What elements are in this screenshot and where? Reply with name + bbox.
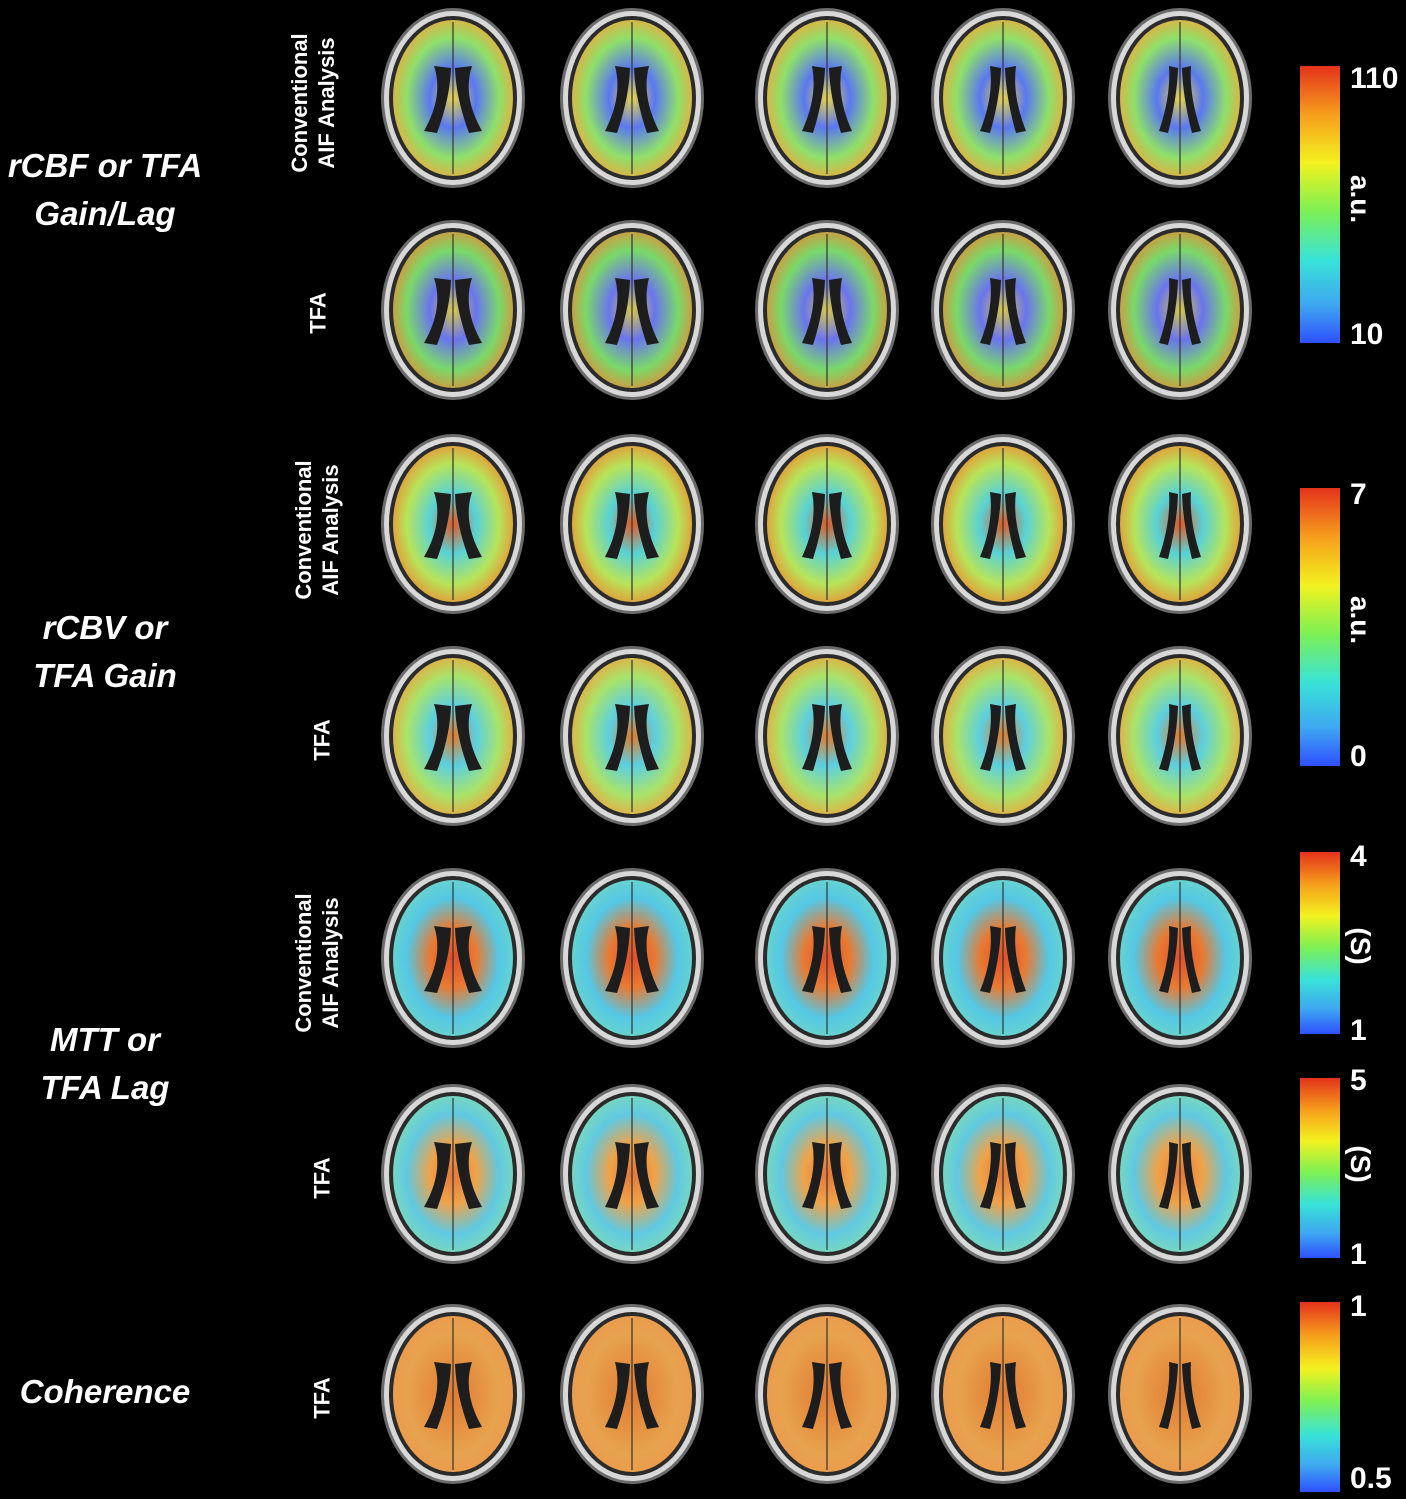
brain-scan-image — [1105, 432, 1255, 617]
brain-scan-image — [1105, 866, 1255, 1051]
brain-scan-image — [557, 1082, 707, 1267]
brain-scan-image — [928, 218, 1078, 403]
brain-scan-image — [752, 866, 902, 1051]
colorbar-mtt-tfa-min: 1 — [1350, 1238, 1367, 1271]
brain-scan-image — [378, 1082, 528, 1267]
brain-scan-image — [378, 644, 528, 829]
colorbar-rcbv-max: 7 — [1350, 478, 1367, 511]
brain-scan-image — [752, 6, 902, 191]
brain-scan-image — [928, 432, 1078, 617]
brain-scan-image — [557, 866, 707, 1051]
colorbar-coherence — [1300, 1302, 1340, 1492]
group-label-rcbf: rCBF or TFA Gain/Lag — [7, 147, 203, 232]
brain-scan-image — [928, 644, 1078, 829]
brain-scan-image — [557, 6, 707, 191]
colorbar-mtt-tfa — [1300, 1078, 1340, 1258]
brain-scan-image — [752, 432, 902, 617]
colorbar-coherence-max: 1 — [1350, 1290, 1367, 1323]
colorbar-mtt-conventional-max: 4 — [1350, 840, 1367, 873]
brain-scan-image — [1105, 1302, 1255, 1487]
brain-scan-image — [557, 432, 707, 617]
colorbar-mtt-conventional-min: 1 — [1350, 1014, 1367, 1047]
group-label-mtt: MTT or TFA Lag — [40, 1021, 170, 1106]
group-label-coherence: Coherence — [19, 1373, 191, 1410]
brain-scan-image — [928, 6, 1078, 191]
colorbar-rcbf-min: 10 — [1350, 318, 1384, 351]
brain-scan-image — [928, 866, 1078, 1051]
group-label-rcbv: rCBV or TFA Gain — [33, 609, 177, 694]
brain-scan-image — [378, 218, 528, 403]
brain-scan-image — [557, 1302, 707, 1487]
brain-scan-image — [1105, 644, 1255, 829]
brain-scan-image — [557, 644, 707, 829]
brain-scan-image — [557, 218, 707, 403]
brain-scan-image — [752, 218, 902, 403]
colorbar-rcbf-max: 110 — [1350, 62, 1399, 95]
colorbar-rcbv-min: 0 — [1350, 740, 1367, 773]
colorbar-coherence-min: 0.5 — [1350, 1462, 1392, 1495]
brain-scan-image — [378, 6, 528, 191]
brain-scan-image — [1105, 6, 1255, 191]
brain-scan-image — [378, 866, 528, 1051]
brain-scan-image — [378, 432, 528, 617]
brain-scan-image — [928, 1082, 1078, 1267]
brain-scan-image — [928, 1302, 1078, 1487]
brain-scan-image — [752, 644, 902, 829]
colorbar-rcbv — [1300, 488, 1340, 766]
colorbar-mtt-tfa-max: 5 — [1350, 1064, 1367, 1097]
brain-scan-image — [752, 1082, 902, 1267]
brain-scan-image — [1105, 218, 1255, 403]
brain-scan-image — [752, 1302, 902, 1487]
brain-scan-image — [378, 1302, 528, 1487]
colorbar-rcbf — [1300, 66, 1340, 343]
colorbar-mtt-conventional — [1300, 852, 1340, 1034]
brain-scan-image — [1105, 1082, 1255, 1267]
